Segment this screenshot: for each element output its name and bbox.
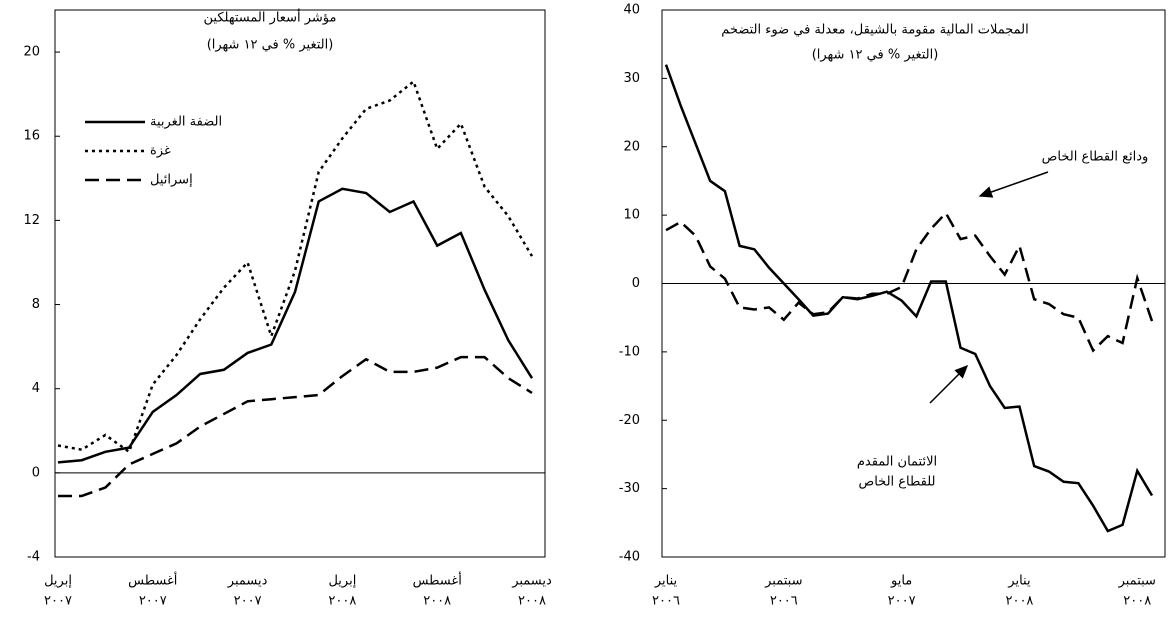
x-tick-year: ٢٠٠٨ bbox=[1005, 594, 1033, 609]
x-tick-year: ٢٠٠٨ bbox=[518, 594, 546, 609]
y-tick-label: -40 bbox=[619, 550, 640, 565]
x-tick-year: ٢٠٠٨ bbox=[423, 594, 451, 609]
x-tick-label: أغسطس bbox=[413, 572, 462, 589]
series-line bbox=[664, 64, 1154, 533]
annotation: الائتمان المقدم bbox=[857, 455, 937, 470]
y-tick-label: -30 bbox=[619, 481, 640, 496]
y-tick-label: 0 bbox=[632, 276, 640, 291]
y-tick-label: 10 bbox=[623, 208, 640, 223]
x-tick-year: ٢٠٠٧ bbox=[888, 594, 916, 609]
x-tick-label: سبتمبر bbox=[1118, 574, 1156, 589]
y-tick-label: 12 bbox=[23, 213, 40, 228]
y-tick-label: 0 bbox=[32, 465, 40, 480]
series-line bbox=[57, 187, 534, 464]
series-line bbox=[58, 355, 533, 498]
y-tick-label: 40 bbox=[623, 3, 640, 18]
x-tick-label: يناير bbox=[654, 574, 678, 589]
x-tick-year: ٢٠٠٦ bbox=[770, 594, 798, 609]
y-tick-label: -4 bbox=[27, 550, 40, 565]
chart-subtitle: (التغير % في ١٢ شهرا) bbox=[812, 48, 939, 63]
chart-title: مؤشر أسعار المستهلكين bbox=[204, 9, 337, 26]
x-tick-label: سبتمبر bbox=[764, 574, 802, 589]
series-line bbox=[57, 79, 534, 454]
y-tick-label: 30 bbox=[623, 71, 640, 86]
x-tick-label: إبريل bbox=[44, 574, 72, 589]
legend-label: الضفة الغربية bbox=[150, 115, 222, 130]
chart-title: المجملات المالية مقومة بالشيقل، معدلة في… bbox=[721, 23, 1028, 38]
y-tick-label: 8 bbox=[32, 297, 40, 312]
x-tick-year: ٢٠٠٦ bbox=[652, 594, 680, 609]
legend-label: إسرائيل bbox=[150, 173, 193, 188]
x-tick-label: إبريل bbox=[328, 574, 356, 589]
y-tick-label: 16 bbox=[23, 129, 40, 144]
series-line bbox=[665, 210, 1154, 353]
x-tick-year: ٢٠٠٨ bbox=[328, 594, 356, 609]
x-tick-label: يناير bbox=[1007, 574, 1031, 589]
annotation-arrow bbox=[929, 364, 969, 404]
annotation-arrow bbox=[978, 171, 1049, 198]
chart-subtitle: (التغير % في ١٢ شهرا) bbox=[207, 38, 334, 53]
legend-label: غزة bbox=[150, 144, 171, 159]
annotation: للقطاع الخاص bbox=[859, 475, 936, 490]
x-tick-year: ٢٠٠٧ bbox=[234, 594, 262, 609]
plot-frame bbox=[54, 9, 546, 558]
x-tick-label: أغسطس bbox=[128, 572, 177, 589]
x-tick-year: ٢٠٠٨ bbox=[1123, 594, 1151, 609]
annotation: ودائع القطاع الخاص bbox=[1042, 150, 1149, 165]
y-tick-label: 4 bbox=[32, 381, 40, 396]
y-tick-label: 20 bbox=[623, 139, 640, 154]
x-tick-label: مايو bbox=[890, 574, 912, 589]
x-tick-year: ٢٠٠٧ bbox=[139, 594, 167, 609]
x-tick-label: ديسمبر bbox=[227, 574, 268, 589]
x-tick-year: ٢٠٠٧ bbox=[44, 594, 72, 609]
y-tick-label: -20 bbox=[619, 413, 640, 428]
x-tick-label: ديسمبر bbox=[511, 574, 552, 589]
y-tick-label: -10 bbox=[619, 344, 640, 359]
y-tick-label: 20 bbox=[23, 45, 40, 60]
